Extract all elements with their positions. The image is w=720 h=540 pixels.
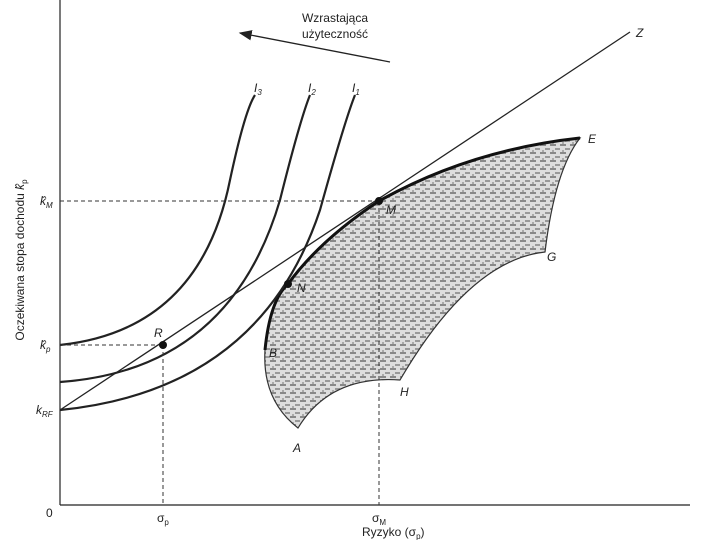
text-part: Ryzyko (σ [362, 525, 417, 539]
point-label: M [386, 203, 396, 217]
point-label: Z [635, 26, 644, 40]
text-part: p [416, 532, 421, 540]
point-label: B [269, 346, 277, 360]
text-part: I [254, 81, 258, 95]
efficient-frontier [263, 136, 581, 351]
curve-label: I2 [308, 81, 316, 97]
text-part: 1 [355, 88, 359, 97]
point-label: H [400, 385, 409, 399]
point-m [375, 197, 383, 205]
point-label: G [547, 250, 556, 264]
text-part: RF [42, 410, 54, 419]
text-part: p [45, 345, 51, 354]
origin-label: 0 [46, 506, 53, 520]
text-part: 3 [257, 88, 262, 97]
indifference-curve [59, 94, 312, 384]
text-part: M [46, 201, 53, 210]
text-part: Oczekiwana stopa dochodu [13, 190, 27, 341]
text-part: M [379, 518, 386, 527]
indifference-curve [59, 94, 357, 412]
text-part: k̂ [40, 194, 47, 208]
curve-label: I1 [352, 81, 360, 97]
text-part: σ [157, 511, 165, 525]
text-part: k̂ [13, 183, 27, 190]
utility-arrow [238, 30, 391, 63]
annotation: Wzrastająca [302, 11, 368, 25]
text-part: I [352, 81, 356, 95]
text-part: k̂ [40, 338, 47, 352]
y-tick-label: kRF [36, 403, 54, 419]
guides [60, 200, 380, 505]
text-part: p [164, 518, 169, 527]
text-part: I [308, 81, 312, 95]
point-label: R [154, 326, 163, 340]
point-label: E [588, 132, 597, 146]
capital-market-line [59, 31, 631, 411]
x-tick-label: σp [157, 511, 169, 527]
text-part: ) [421, 525, 425, 539]
y-axis-title: Oczekiwana stopa dochodu k̂p [13, 179, 29, 341]
indifference-curve [59, 94, 256, 347]
point-n [284, 280, 292, 288]
annotation: użyteczność [302, 27, 368, 41]
curve-label: I3 [254, 81, 262, 97]
y-tick-label: k̂M [40, 194, 53, 210]
y-tick-label: k̂p [40, 338, 51, 354]
x-tick-label: σM [372, 511, 386, 527]
x-axis-title: Ryzyko (σp) [362, 525, 425, 540]
text-part: σ [372, 511, 380, 525]
text-part: k [36, 403, 43, 417]
text-part: p [20, 179, 29, 184]
feasible-set [264, 137, 582, 429]
point-label: N [297, 281, 306, 295]
text-part: 2 [310, 88, 316, 97]
point-r [159, 341, 167, 349]
point-label: A [292, 441, 301, 455]
